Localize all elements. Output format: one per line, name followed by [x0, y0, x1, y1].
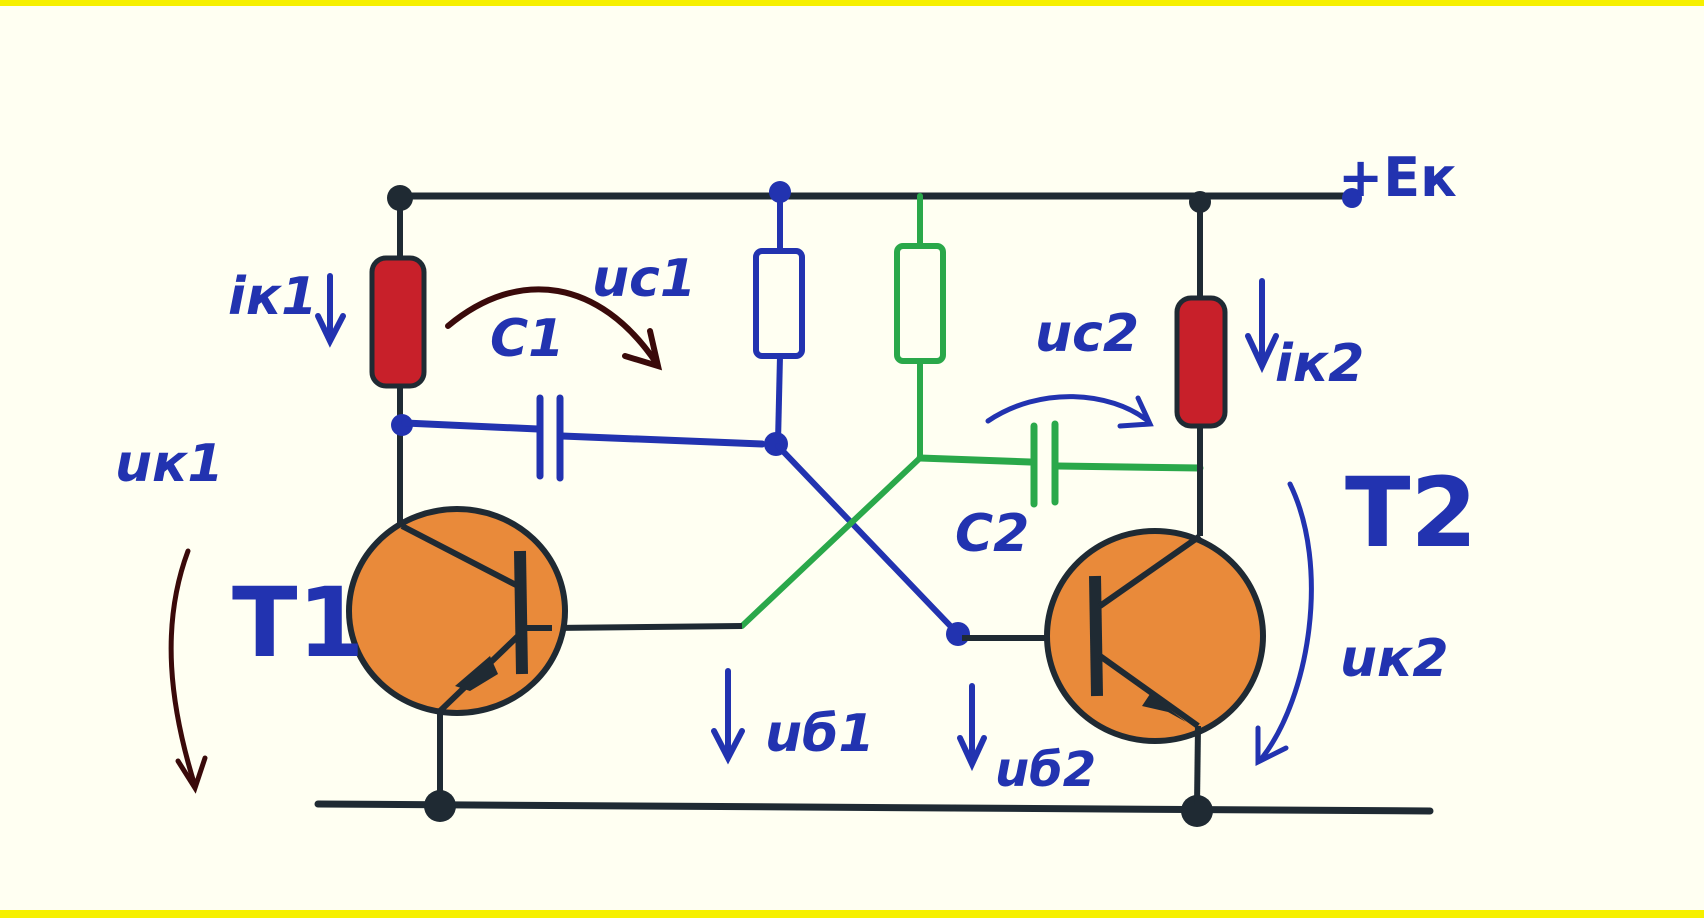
transistor-2: [1044, 528, 1266, 807]
multivibrator-schematic: +Eк T1 T2 C1 C2 iк1 iк2 uc1 uc2 uк1 uк2 …: [115, 146, 1477, 827]
capacitor-voltage-2-arrow: [985, 394, 1154, 429]
label-supply: +Eк: [1338, 146, 1457, 209]
collector-voltage-2-arrow: [1255, 481, 1314, 767]
label-base-voltage-1: uб1: [765, 704, 875, 764]
cross-wire-to-t1: [739, 455, 923, 629]
label-transistor-2: T2: [1345, 457, 1477, 569]
base-resistor-1: [894, 243, 946, 364]
collector-current-2-arrow: [1245, 278, 1279, 374]
collector-resistor-1: [369, 255, 427, 389]
base-voltage-1-arrow: [711, 668, 745, 765]
label-capacitor-voltage-2: uc2: [1035, 304, 1139, 364]
transistor-1: [346, 506, 568, 806]
label-collector-voltage-2: uк2: [1340, 629, 1449, 689]
ground-rail: [314, 800, 1434, 815]
base-voltage-2-arrow: [957, 683, 987, 772]
label-collector-voltage-1: uк1: [115, 434, 224, 494]
capacitor-1: [401, 394, 766, 482]
collector-resistor-2: [1174, 295, 1228, 429]
base-resistor-2-wires: [775, 192, 783, 443]
supply-terminal: [1342, 188, 1362, 208]
collector-current-1-arrow: [315, 273, 346, 348]
collector-voltage-1-arrow: [168, 548, 208, 794]
base-resistor-2: [753, 248, 805, 359]
ground-node-right: [1181, 795, 1213, 827]
capacitor-voltage-1-arrow: [445, 286, 663, 371]
label-collector-current-1: iк1: [228, 267, 317, 327]
label-base-voltage-2: uб2: [995, 742, 1096, 798]
label-capacitor-voltage-1: uc1: [592, 249, 696, 309]
cross-wire-to-t2: [775, 443, 961, 637]
collector-node-1: [391, 414, 413, 436]
base-node-t2: [946, 622, 970, 646]
base-lead-t1: [551, 623, 743, 631]
diagram-canvas: +Eк T1 T2 C1 C2 iк1 iк2 uc1 uc2 uк1 uк2 …: [0, 6, 1704, 910]
label-collector-current-2: iк2: [1275, 334, 1364, 394]
capacitor-2: [916, 420, 1204, 508]
label-transistor-1: T1: [232, 567, 364, 679]
label-capacitor-1: C1: [490, 309, 564, 369]
label-capacitor-2: C2: [955, 504, 1029, 564]
